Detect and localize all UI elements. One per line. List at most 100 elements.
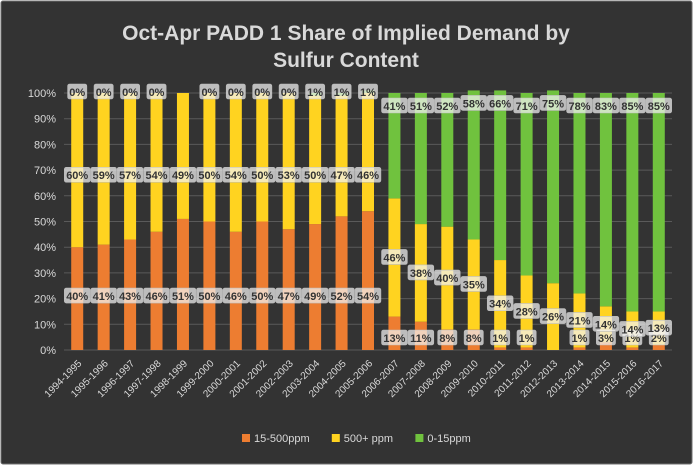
data-label-text: 34%: [489, 299, 511, 311]
data-label-text: 8%: [466, 333, 482, 345]
data-label-box: [278, 83, 299, 100]
bar-segment: [441, 93, 454, 227]
data-label-box: [90, 166, 117, 183]
legend-label: 15-500ppm: [254, 433, 310, 445]
data-label-box: [490, 329, 511, 346]
bar-segment: [573, 347, 586, 350]
data-label-box: [116, 166, 144, 183]
data-label: 53%: [275, 166, 302, 183]
data-label-text: 40%: [66, 291, 88, 303]
data-label-text: 11%: [410, 333, 432, 345]
data-label-box: [381, 249, 408, 265]
data-label: 0%: [199, 83, 220, 100]
bar-segment: [520, 93, 533, 276]
y-tick-label: 40%: [34, 242, 56, 254]
data-label-text: 60%: [66, 170, 88, 182]
data-label-text: 1%: [572, 333, 588, 345]
y-tick-label: 90%: [34, 114, 56, 126]
data-label: 1%: [516, 329, 537, 346]
y-tick-label: 80%: [34, 139, 56, 151]
data-label-box: [328, 166, 355, 183]
legend: 15-500ppm 500+ ppm 0-15ppm: [242, 433, 471, 445]
bar-segment: [626, 93, 639, 312]
data-label-text: 0%: [96, 87, 112, 99]
data-label-box: [196, 166, 223, 183]
data-label-text: 8%: [439, 333, 455, 345]
data-label-text: 71%: [516, 101, 538, 113]
bar-segment: [150, 93, 163, 232]
data-label-box: [275, 287, 302, 304]
bar-segment: [520, 347, 533, 350]
data-label: 60%: [64, 166, 91, 183]
data-label-box: [539, 95, 567, 111]
data-label-box: [619, 321, 646, 337]
data-label: 52%: [328, 287, 355, 304]
y-tick-label: 70%: [34, 165, 56, 177]
data-label-text: 38%: [410, 268, 432, 280]
data-label: 14%: [592, 315, 620, 332]
data-label-box: [539, 308, 567, 324]
y-tick-label: 10%: [34, 319, 56, 331]
data-label: 0%: [278, 83, 299, 100]
legend-swatch: [331, 434, 340, 442]
bar-segment: [176, 218, 189, 350]
data-label-box: [407, 329, 435, 346]
data-label-box: [328, 287, 355, 304]
data-label: 1%: [358, 83, 378, 100]
y-tick-label: 50%: [34, 217, 56, 229]
data-label: 46%: [381, 249, 408, 265]
data-label-box: [252, 83, 273, 100]
data-label-box: [90, 287, 117, 304]
bar-segment: [414, 93, 427, 225]
data-label-text: 26%: [542, 312, 564, 324]
bar-segment: [599, 342, 612, 350]
bar-segment: [229, 93, 242, 232]
data-label: 50%: [196, 287, 223, 304]
data-label: 1%: [305, 83, 326, 100]
legend-item: 15-500ppm: [242, 433, 310, 445]
data-label-text: 13%: [383, 333, 405, 345]
data-label-box: [407, 97, 435, 114]
data-label-box: [64, 166, 91, 183]
data-label: 85%: [619, 97, 646, 114]
data-label-box: [67, 83, 88, 100]
legend-label: 500+ ppm: [344, 433, 393, 445]
data-label-text: 50%: [198, 291, 220, 303]
data-label-box: [381, 329, 408, 346]
data-label: 0%: [93, 83, 114, 100]
data-label-text: 49%: [304, 291, 326, 303]
legend-item: 500+ ppm: [331, 433, 393, 445]
bar-segment: [203, 93, 216, 222]
bar-segment: [176, 93, 189, 219]
data-label-box: [566, 312, 593, 328]
data-label-text: 0%: [228, 87, 244, 99]
data-label-box: [381, 97, 408, 114]
data-label-box: [569, 329, 590, 346]
data-label-text: 0%: [254, 87, 270, 99]
data-label-text: 50%: [251, 170, 273, 182]
data-label: 51%: [407, 97, 435, 114]
data-label-box: [199, 83, 220, 100]
data-label-box: [513, 303, 540, 319]
data-label: 40%: [434, 269, 461, 286]
bar-segment: [256, 93, 269, 222]
data-label-text: 49%: [172, 170, 194, 182]
data-label: 40%: [64, 287, 91, 304]
data-label-text: 28%: [516, 306, 538, 318]
data-label-box: [463, 329, 484, 346]
data-label-text: 0%: [149, 87, 165, 99]
data-label: 59%: [90, 166, 117, 183]
data-label: 1%: [490, 329, 511, 346]
data-label-text: 46%: [146, 291, 168, 303]
data-label-box: [513, 97, 540, 114]
data-label-text: 85%: [648, 101, 670, 113]
data-label-text: 50%: [304, 170, 326, 182]
data-label: 57%: [116, 166, 144, 183]
data-label-box: [331, 83, 352, 100]
bar-segment: [309, 95, 322, 225]
data-label: 49%: [301, 287, 329, 304]
data-label-box: [146, 83, 167, 100]
data-label: 51%: [169, 287, 197, 304]
data-label-text: 75%: [542, 98, 564, 110]
